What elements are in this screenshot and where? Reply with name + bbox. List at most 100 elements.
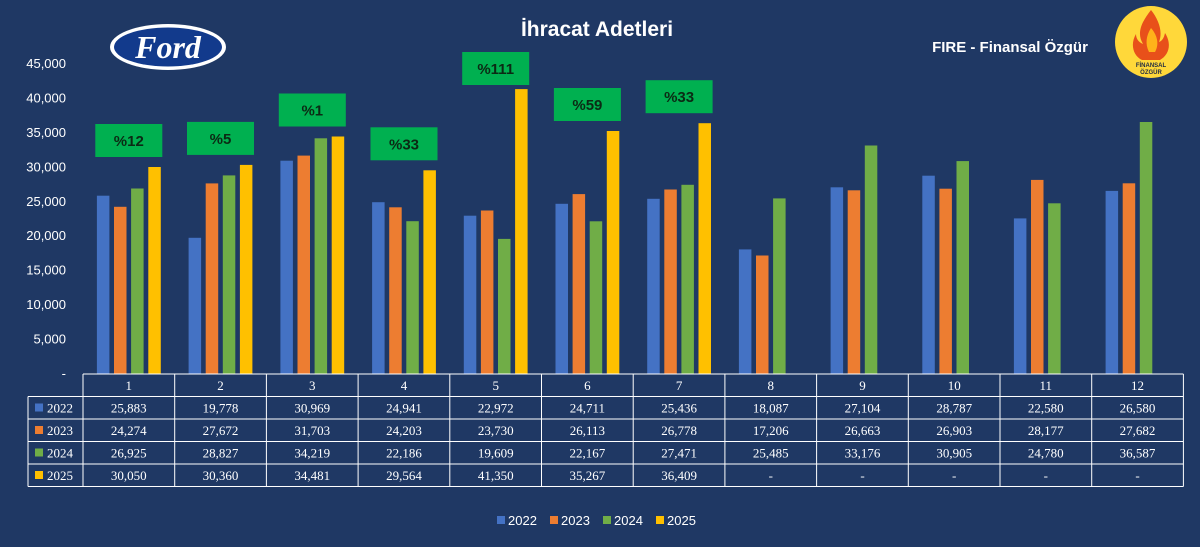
table-cell: - <box>860 468 864 483</box>
table-cell: 24,711 <box>570 401 605 416</box>
bar-2024-month-11 <box>1048 203 1061 374</box>
table-cell: 25,883 <box>111 401 147 416</box>
table-cell: 19,609 <box>478 446 514 461</box>
y-tick-label: 10,000 <box>26 297 66 312</box>
bar-2023-month-10 <box>939 188 952 374</box>
table-cell: - <box>769 468 773 483</box>
table-cell: 34,481 <box>294 468 330 483</box>
fire-logo: FİNANSAL ÖZGÜR <box>1115 6 1187 78</box>
table-cell: 28,827 <box>203 446 239 461</box>
legend-key <box>550 516 558 524</box>
table-cell: 27,471 <box>661 446 697 461</box>
bars <box>96 89 1153 374</box>
legend-key <box>497 516 505 524</box>
table-cell: - <box>952 468 956 483</box>
y-tick-label: 5,000 <box>33 332 66 347</box>
growth-badge-label: %1 <box>301 103 323 120</box>
y-tick-label: - <box>62 366 66 381</box>
table-header-cell: 4 <box>401 378 408 393</box>
bar-2023-month-5 <box>480 210 494 374</box>
bar-2022-month-2 <box>188 237 202 374</box>
growth-badge-label: %33 <box>664 89 694 106</box>
bar-2024-month-5 <box>498 238 511 374</box>
bar-2024-month-2 <box>222 175 236 374</box>
bar-2024-month-7 <box>681 184 694 374</box>
table-cell: 26,113 <box>570 423 605 438</box>
bar-2024-month-6 <box>589 221 603 374</box>
growth-badges: %12 %5 %1 %33 %111 %59 %33 <box>95 52 713 161</box>
table-cell: 31,703 <box>294 423 330 438</box>
bar-2024-month-1 <box>131 188 144 374</box>
bar-2023-month-12 <box>1122 183 1136 374</box>
fire-logo-text-line2: ÖZGÜR <box>1140 69 1162 76</box>
y-tick-label: 40,000 <box>26 90 66 105</box>
table-cell: 25,485 <box>753 446 789 461</box>
bar-2025-month-5 <box>515 89 528 374</box>
table-row-legend-key <box>35 403 43 412</box>
y-tick-label: 45,000 <box>26 56 66 71</box>
table-cell: 30,050 <box>111 468 147 483</box>
table-header-cell: 2 <box>217 378 224 393</box>
table-cell: 25,436 <box>661 401 697 416</box>
growth-badge <box>278 93 346 127</box>
bar-2024-month-3 <box>314 138 328 374</box>
y-tick-label: 20,000 <box>26 228 66 243</box>
bar-2024-month-12 <box>1139 122 1153 374</box>
table-cell: 27,682 <box>1120 423 1156 438</box>
legend-label: 2025 <box>667 513 696 528</box>
bar-2023-month-2 <box>205 183 219 374</box>
table-cell: 26,778 <box>661 423 697 438</box>
fire-logo-text-line1: FİNANSAL <box>1136 62 1167 69</box>
y-tick-label: 25,000 <box>26 194 66 209</box>
table-cell: 28,177 <box>1028 423 1064 438</box>
table-cell: 17,206 <box>753 423 789 438</box>
bar-2022-month-3 <box>280 160 293 374</box>
legend-label: 2022 <box>508 513 537 528</box>
table-cell: 22,186 <box>386 446 422 461</box>
growth-badge <box>187 121 254 155</box>
bar-2025-month-6 <box>606 131 620 374</box>
bar-2022-month-9 <box>830 187 844 374</box>
bar-2023-month-3 <box>297 155 310 374</box>
y-tick-label: 15,000 <box>26 263 66 278</box>
bar-2023-month-4 <box>389 207 402 374</box>
bar-2022-month-12 <box>1105 190 1119 374</box>
table-cell: 22,580 <box>1028 401 1064 416</box>
bar-2022-month-11 <box>1013 218 1027 374</box>
growth-badge-label: %59 <box>572 97 602 114</box>
table-cell: 24,274 <box>111 423 147 438</box>
table-row-label: 2023 <box>47 423 73 438</box>
legend-label: 2023 <box>561 513 590 528</box>
table-header-cell: 8 <box>768 378 775 393</box>
table-cell: 36,587 <box>1120 446 1156 461</box>
growth-badge-label: %12 <box>114 133 144 150</box>
table-row-label: 2025 <box>47 468 73 483</box>
table-header-cell: 10 <box>948 378 961 393</box>
bar-2024-month-10 <box>956 161 969 374</box>
table-cell: 29,564 <box>386 468 422 483</box>
table-cell: 36,409 <box>661 468 697 483</box>
y-tick-label: 30,000 <box>26 159 66 174</box>
bar-2023-month-7 <box>664 189 677 374</box>
bar-2022-month-8 <box>738 249 752 374</box>
table-header-cell: 3 <box>309 378 316 393</box>
table-cell: 24,941 <box>386 401 422 416</box>
table-cell: 22,972 <box>478 401 514 416</box>
chart-title: İhracat Adetleri <box>521 18 673 41</box>
table-cell: 41,350 <box>478 468 514 483</box>
growth-badge-label: %111 <box>477 61 514 78</box>
y-tick-label: 35,000 <box>26 125 66 140</box>
growth-badge <box>645 80 713 114</box>
table-row-label: 2022 <box>47 401 73 416</box>
bar-2023-month-9 <box>847 190 861 374</box>
growth-badge <box>370 127 438 161</box>
legend: 2022 2023 2024 2025 <box>497 513 696 528</box>
ford-logo: Ford <box>110 24 226 70</box>
bar-2025-month-4 <box>423 170 436 374</box>
legend-key <box>603 516 611 524</box>
table-cell: 18,087 <box>753 401 789 416</box>
bar-2024-month-8 <box>773 198 786 374</box>
table-row-legend-key <box>35 448 43 457</box>
table-row-legend-key <box>35 426 43 434</box>
